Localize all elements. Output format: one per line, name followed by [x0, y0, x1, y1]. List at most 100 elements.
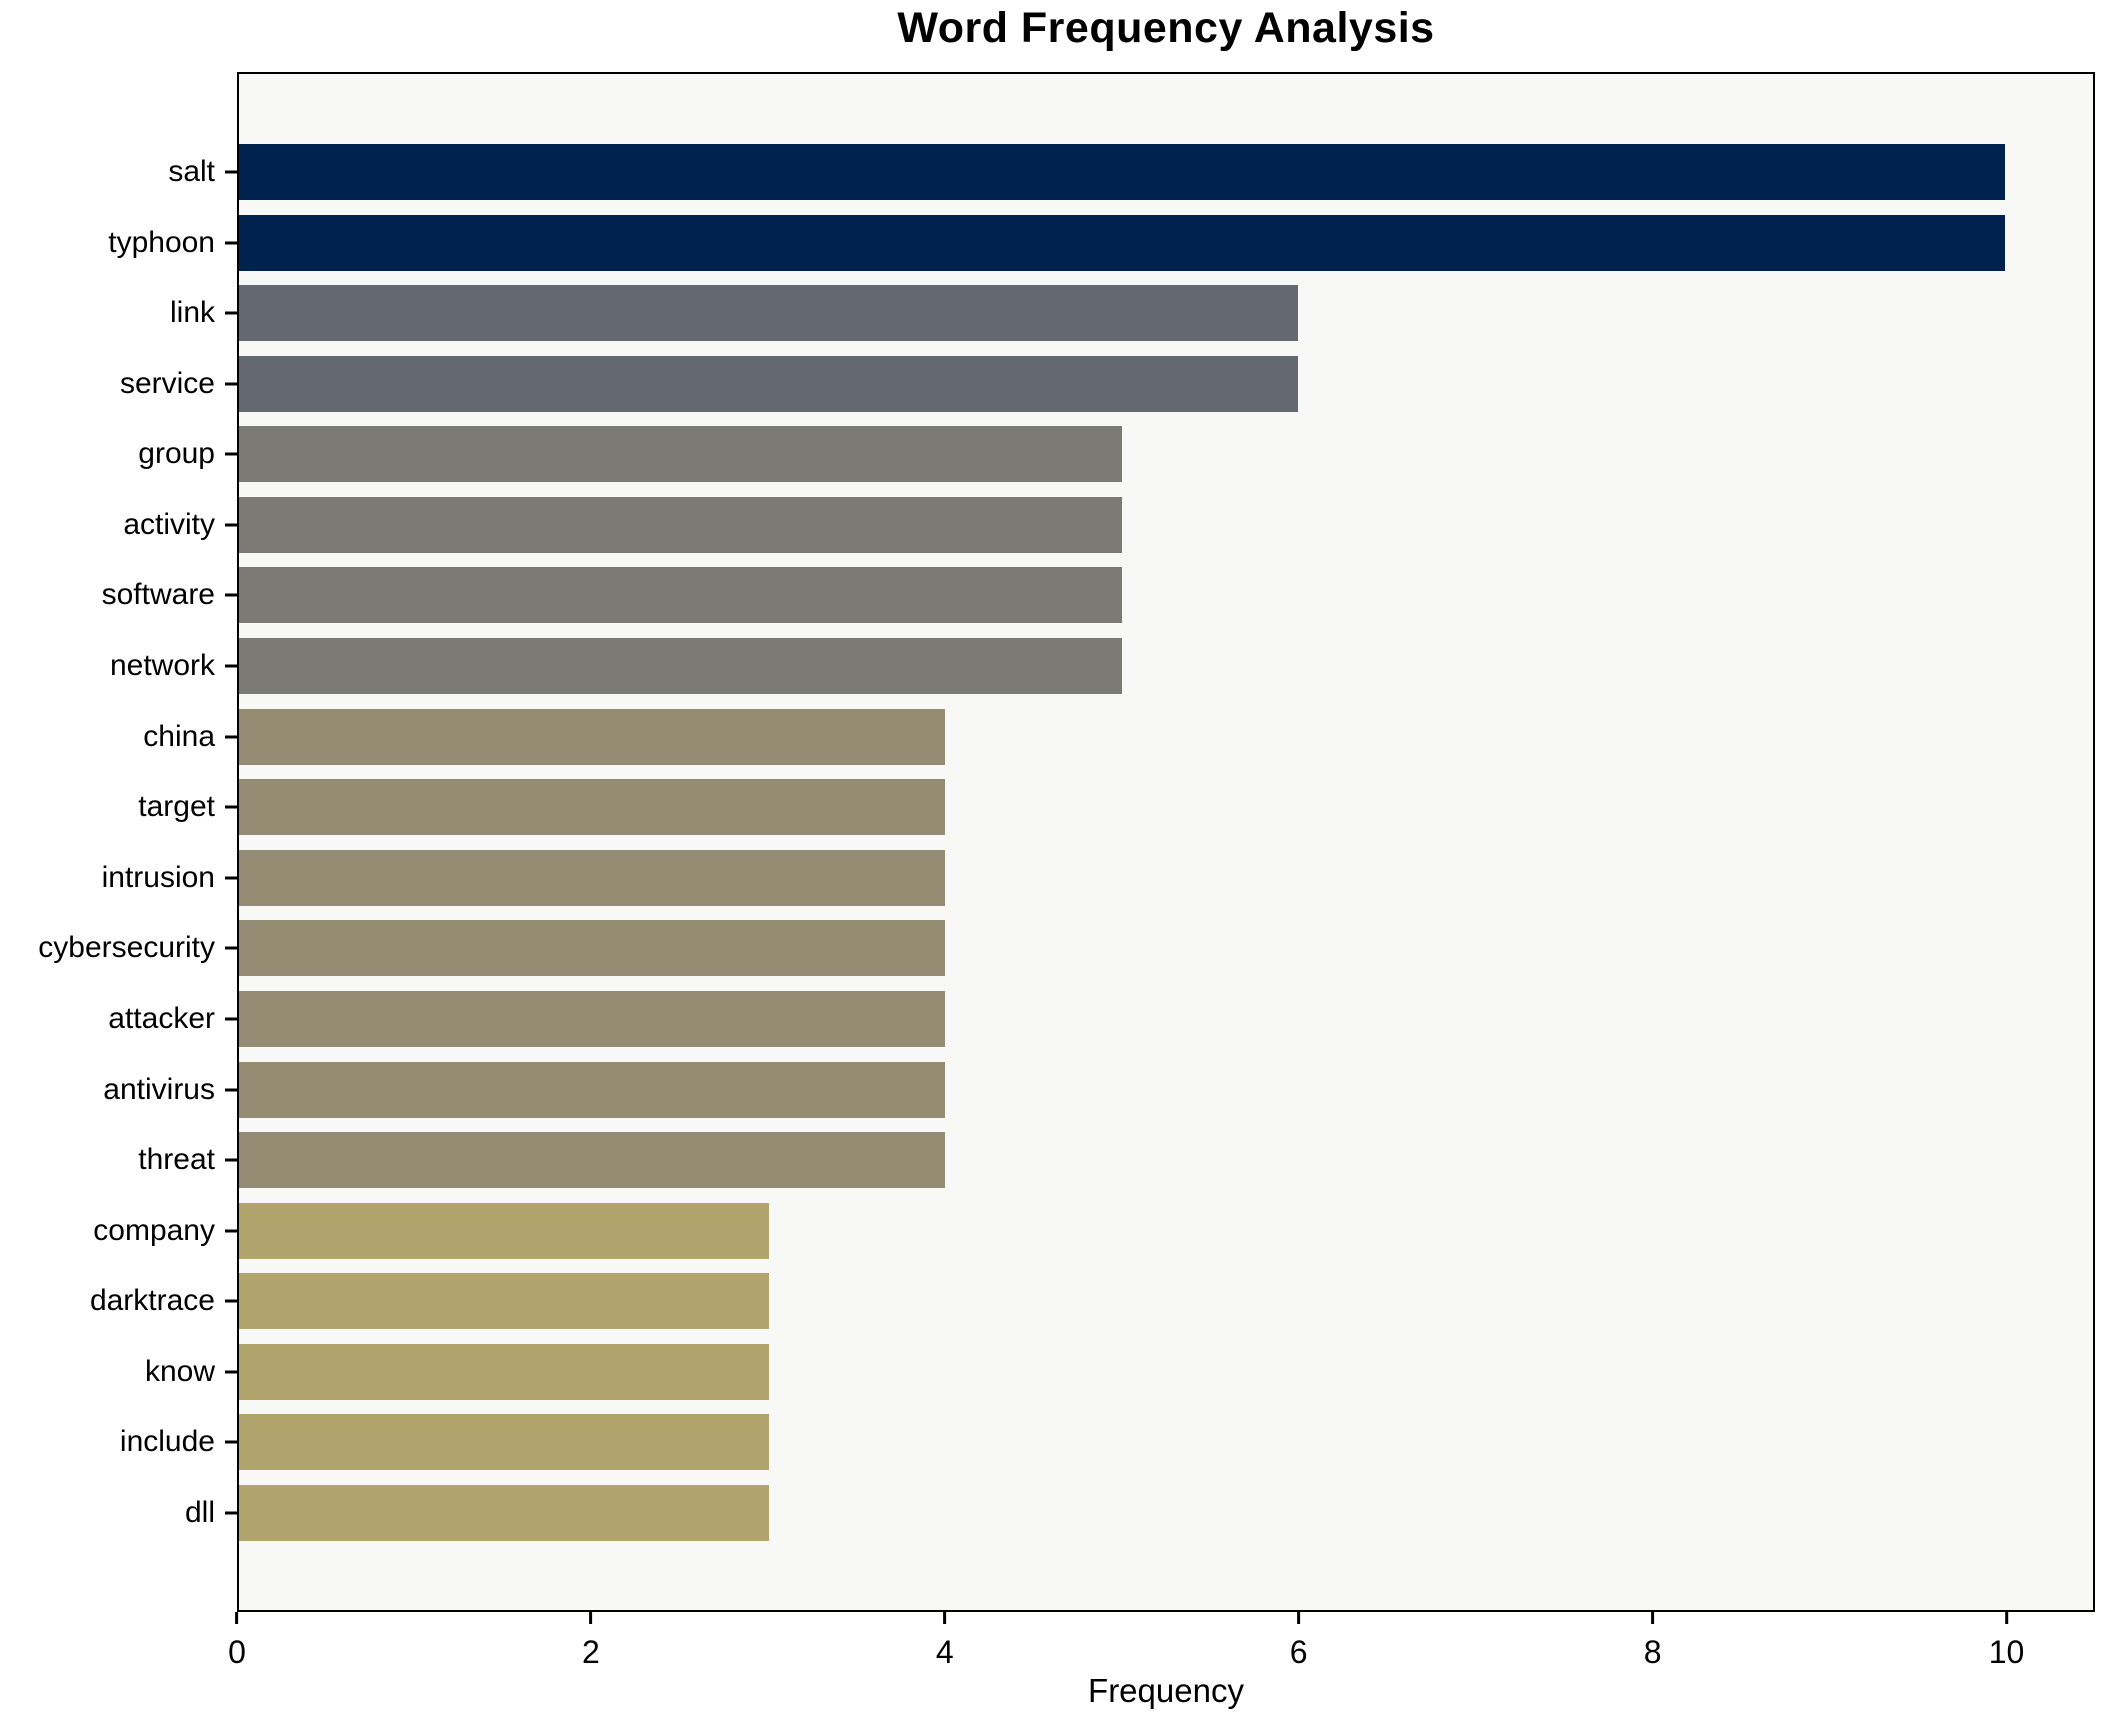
bar [239, 285, 1299, 342]
bar [239, 920, 946, 977]
y-tick-mark [225, 876, 237, 880]
bar-row: cybersecurity [38, 920, 2093, 977]
category-label: darktrace [89, 1284, 215, 1318]
bar-row: include [120, 1414, 2093, 1471]
y-tick-mark [225, 664, 237, 668]
x-tick: 4 [936, 1612, 954, 1671]
y-tick-mark [225, 593, 237, 597]
category-label: network [109, 649, 215, 683]
category-label: threat [138, 1143, 215, 1177]
x-tick-mark [943, 1612, 947, 1624]
x-tick-label: 8 [1643, 1634, 1662, 1670]
bar [239, 849, 946, 906]
bar-row: software [102, 567, 2093, 624]
y-tick-mark [225, 382, 237, 386]
bar-row: china [143, 708, 2093, 765]
x-tick-mark [1651, 1612, 1655, 1624]
y-tick-mark [225, 170, 237, 174]
category-label: software [101, 578, 215, 612]
x-tick-label: 6 [1289, 1634, 1308, 1670]
x-tick: 2 [582, 1612, 600, 1671]
bar [239, 1414, 769, 1471]
bar [239, 638, 1122, 695]
y-tick-mark [225, 1370, 237, 1374]
bar-row: know [145, 1343, 2093, 1400]
bar [239, 708, 946, 765]
bar [239, 779, 946, 836]
y-tick-mark [225, 1158, 237, 1162]
category-label: activity [123, 507, 215, 541]
category-label: attacker [108, 1001, 215, 1035]
bar-row: typhoon [108, 214, 2093, 271]
bar-row: attacker [108, 990, 2093, 1047]
bar-row: salt [168, 144, 2093, 200]
x-tick-mark [589, 1612, 593, 1624]
bar-row: antivirus [103, 1061, 2093, 1118]
bar [239, 1202, 769, 1259]
bar [239, 496, 1122, 553]
y-tick-mark [225, 1229, 237, 1233]
y-tick-mark [225, 946, 237, 950]
bar [239, 567, 1122, 624]
bar [239, 1273, 769, 1330]
bar [239, 1343, 769, 1400]
y-tick-mark [225, 805, 237, 809]
x-tick-mark [235, 1612, 239, 1624]
x-tick: 6 [1290, 1612, 1308, 1671]
bar-row: dll [185, 1484, 2093, 1541]
category-label: salt [168, 155, 215, 188]
bar-row: network [110, 638, 2093, 695]
category-label: link [169, 296, 215, 330]
bar-row: link [170, 285, 2093, 342]
bar-row: service [120, 355, 2093, 412]
category-label: group [138, 437, 215, 471]
bar [239, 214, 2005, 271]
x-tick-mark [1297, 1612, 1301, 1624]
category-label: cybersecurity [38, 931, 215, 965]
y-tick-mark [225, 1299, 237, 1303]
category-label: typhoon [108, 225, 215, 259]
bars-container: salt typhoon link service group activity softw… [38, 74, 2093, 1610]
y-tick-mark [225, 1017, 237, 1021]
x-axis-label: Frequency [1088, 1672, 1244, 1709]
category-label: dll [184, 1495, 215, 1529]
bar [239, 426, 1122, 483]
y-tick-mark [225, 735, 237, 739]
y-tick-mark [225, 523, 237, 527]
bar [239, 1132, 946, 1189]
chart-title: Word Frequency Analysis [897, 4, 1435, 52]
y-tick-mark [225, 1440, 237, 1444]
x-tick-label: 0 [228, 1634, 246, 1670]
bar [239, 355, 1299, 412]
category-label: target [138, 790, 215, 824]
category-label: company [93, 1213, 215, 1247]
bar [239, 990, 946, 1047]
bar-row: group [138, 426, 2093, 483]
x-tick-label: 10 [1988, 1634, 2025, 1670]
y-tick-mark [225, 311, 237, 315]
category-label: include [119, 1425, 215, 1459]
y-tick-mark [225, 1088, 237, 1092]
x-tick-label: 2 [581, 1634, 600, 1670]
bar [239, 144, 2005, 200]
bar [239, 1061, 946, 1118]
bar-row: target [138, 779, 2093, 836]
x-tick: 10 [1988, 1612, 2025, 1671]
bar [239, 1484, 769, 1541]
y-tick-mark [225, 241, 237, 245]
x-tick: 0 [228, 1612, 246, 1671]
y-tick-mark [225, 452, 237, 456]
x-tick: 8 [1644, 1612, 1662, 1671]
category-label: intrusion [101, 860, 215, 894]
category-label: service [119, 366, 215, 400]
bar-row: company [93, 1202, 2093, 1259]
category-label: know [144, 1354, 215, 1388]
bar-row: intrusion [102, 849, 2093, 906]
x-tick-mark [2005, 1612, 2009, 1624]
bar-row: darktrace [90, 1273, 2093, 1330]
bar-row: activity [123, 496, 2093, 553]
bar-row: threat [138, 1132, 2093, 1189]
category-label: antivirus [103, 1072, 215, 1106]
category-label: china [143, 719, 215, 753]
y-tick-mark [225, 1511, 237, 1515]
